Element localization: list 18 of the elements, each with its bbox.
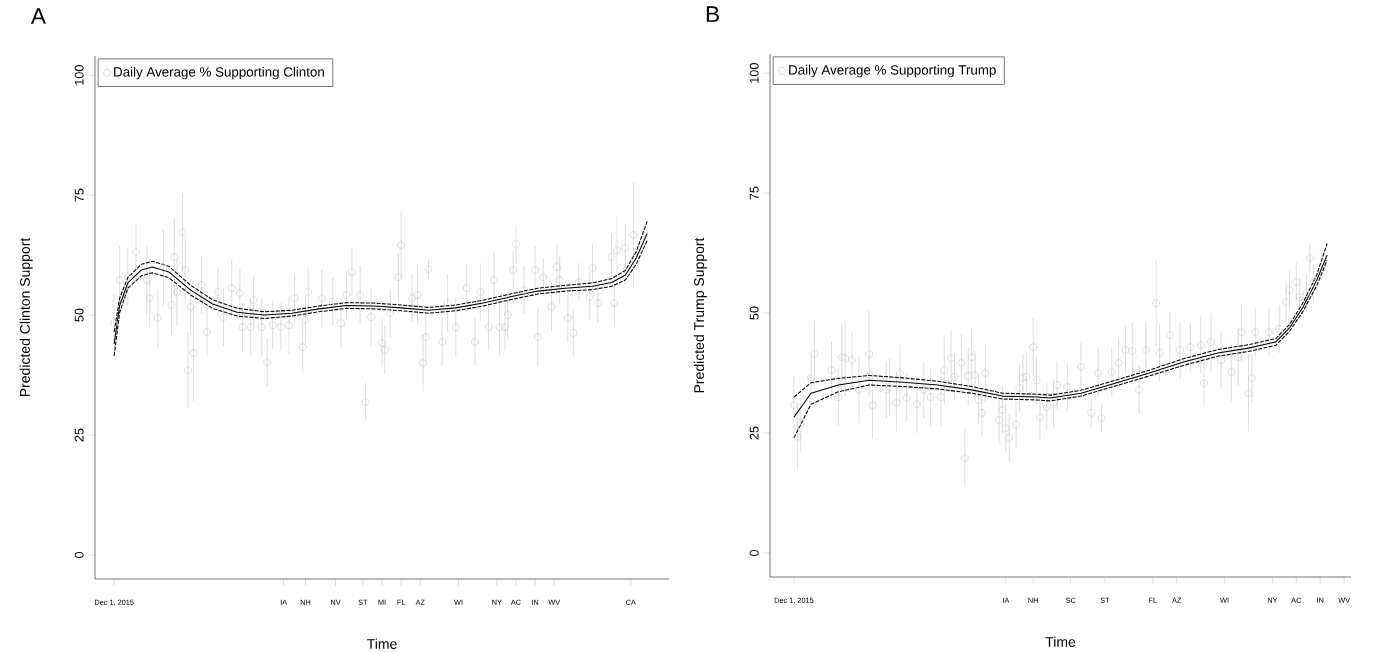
legend-label: Daily Average % Supporting Clinton bbox=[114, 66, 324, 80]
y-tick-label: 75 bbox=[74, 188, 84, 202]
legend-label: Daily Average % Supporting Trump bbox=[789, 64, 996, 78]
y-tick-label: 25 bbox=[74, 428, 84, 442]
y-tick-label: 100 bbox=[749, 63, 759, 83]
y-tick-label: 50 bbox=[74, 308, 84, 322]
y-tick-label: 0 bbox=[749, 549, 759, 557]
chart-title: A bbox=[30, 8, 46, 24]
y-tick-label: 100 bbox=[74, 65, 84, 85]
x-axis-title: Time bbox=[1045, 636, 1076, 647]
y-tick-label: 0 bbox=[74, 551, 84, 559]
x-axis-title: Time bbox=[367, 638, 397, 649]
y-tick-label: 25 bbox=[749, 426, 759, 440]
y-tick-label: 50 bbox=[749, 306, 759, 320]
chart-title: B bbox=[706, 6, 719, 22]
y-tick-label: 75 bbox=[749, 186, 759, 200]
y-axis-title: Predicted Clinton Support bbox=[19, 237, 33, 397]
y-axis-title: Predicted Trump Support bbox=[693, 237, 707, 393]
